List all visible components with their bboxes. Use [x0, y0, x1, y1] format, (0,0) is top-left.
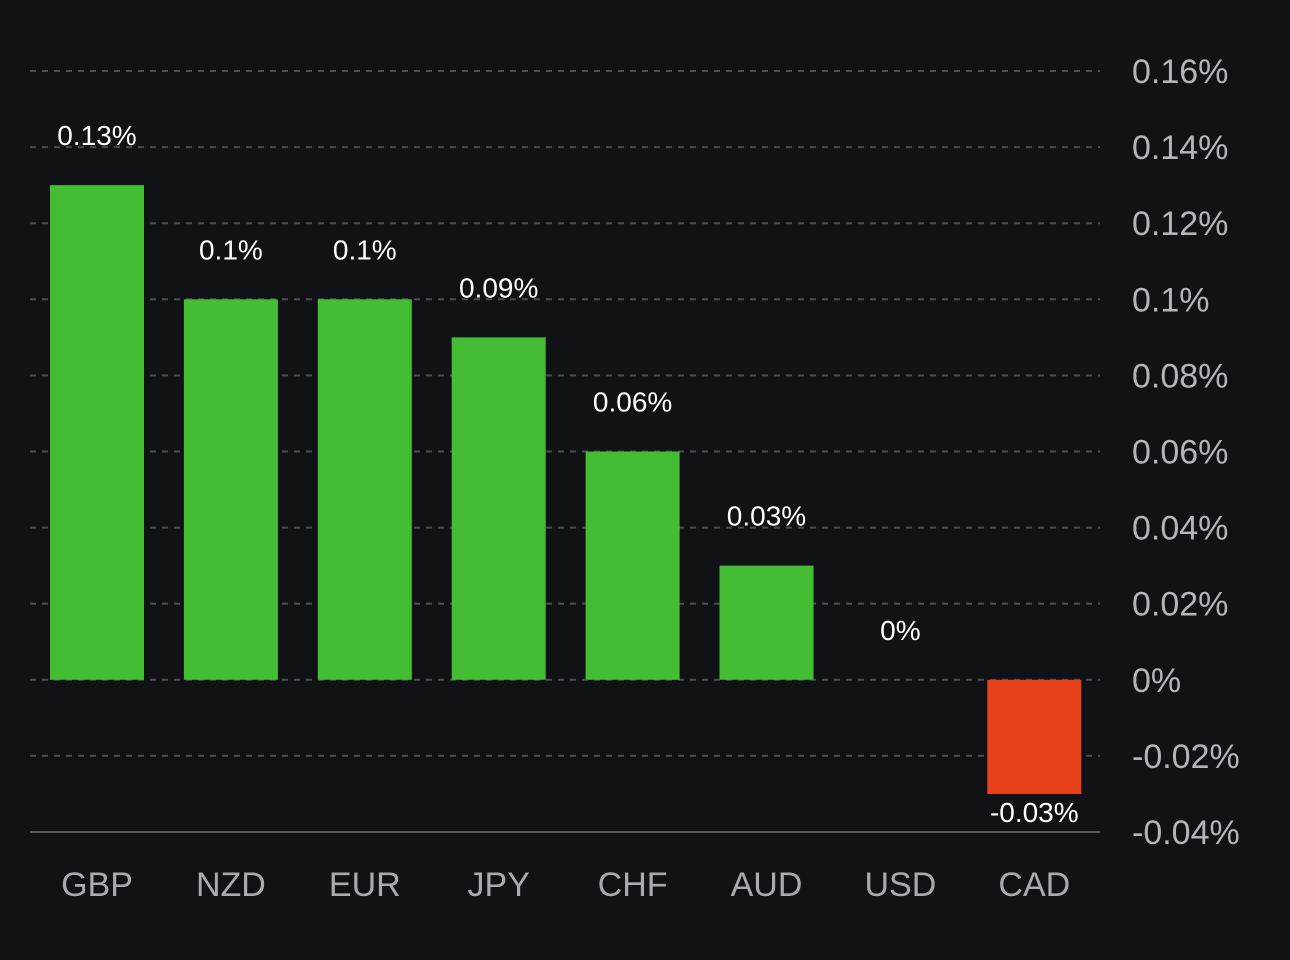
- x-tick-label-nzd: NZD: [196, 866, 266, 904]
- data-label-jpy: 0.09%: [459, 272, 538, 303]
- x-tick-label-jpy: JPY: [468, 866, 530, 904]
- y-tick-label: 0.02%: [1132, 586, 1228, 624]
- bar-jpy[interactable]: [451, 337, 546, 680]
- data-label-cad: -0.03%: [990, 797, 1079, 828]
- x-tick-label-cad: CAD: [998, 866, 1070, 904]
- data-label-eur: 0.1%: [333, 234, 397, 265]
- y-tick-label: 0.08%: [1132, 357, 1228, 395]
- x-tick-label-aud: AUD: [731, 866, 803, 904]
- y-tick-label: 0.12%: [1132, 205, 1228, 243]
- data-label-usd: 0%: [880, 615, 920, 646]
- x-tick-label-chf: CHF: [598, 866, 668, 904]
- y-tick-label: -0.04%: [1132, 814, 1240, 852]
- data-label-chf: 0.06%: [593, 387, 672, 418]
- y-tick-label: 0.16%: [1132, 53, 1228, 91]
- bar-nzd[interactable]: [183, 299, 278, 680]
- y-tick-label: 0%: [1132, 662, 1181, 700]
- data-label-gbp: 0.13%: [57, 120, 136, 151]
- bar-eur[interactable]: [317, 299, 412, 680]
- x-tick-label-gbp: GBP: [61, 866, 133, 904]
- bar-aud[interactable]: [719, 565, 814, 680]
- data-label-nzd: 0.1%: [199, 234, 263, 265]
- x-tick-label-eur: EUR: [329, 866, 401, 904]
- y-tick-label: 0.14%: [1132, 129, 1228, 167]
- y-tick-label: 0.06%: [1132, 434, 1228, 472]
- bar-cad[interactable]: [987, 679, 1082, 794]
- y-tick-label: 0.1%: [1132, 281, 1210, 319]
- bar-chf[interactable]: [585, 451, 680, 680]
- y-tick-label: 0.04%: [1132, 510, 1228, 548]
- x-tick-label-usd: USD: [865, 866, 937, 904]
- y-tick-label: -0.02%: [1132, 738, 1240, 776]
- data-label-aud: 0.03%: [727, 501, 806, 532]
- bar-gbp[interactable]: [50, 185, 144, 680]
